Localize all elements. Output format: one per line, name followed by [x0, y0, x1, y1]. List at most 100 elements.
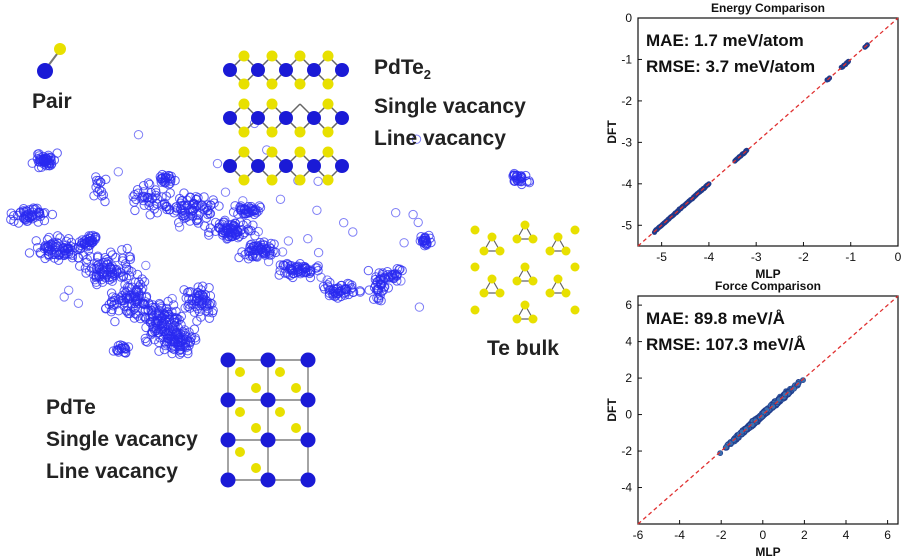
- scatter-point: [236, 205, 246, 215]
- te-atom: [238, 174, 250, 186]
- scatter-point: [413, 217, 423, 228]
- pd-atom: [300, 472, 316, 488]
- scatter-point: [271, 247, 281, 258]
- scatter-point: [101, 174, 111, 185]
- scatter-point: [151, 188, 161, 198]
- x-tick-label: -2: [716, 528, 727, 542]
- scatter-point: [137, 192, 148, 202]
- scatter-point: [420, 241, 430, 251]
- scatter-point: [263, 256, 274, 267]
- scatter-point: [35, 157, 45, 167]
- te-atom: [251, 423, 261, 433]
- scatter-point: [260, 248, 271, 258]
- te-atom: [294, 174, 306, 186]
- scatter-point: [188, 205, 198, 216]
- scatter-point: [253, 226, 263, 237]
- scatter-point: [374, 295, 384, 305]
- te-atom: [275, 367, 285, 377]
- x-tick-label: 4: [843, 528, 850, 542]
- x-tick-label: 0: [759, 528, 766, 542]
- te-atom: [512, 314, 522, 324]
- pd-atom: [220, 472, 236, 488]
- scatter-point: [121, 348, 131, 358]
- scatter-point: [218, 227, 228, 238]
- scatter-point: [202, 206, 213, 216]
- pd-atom: [223, 63, 237, 77]
- pd-atom: [251, 63, 265, 77]
- scatter-point: [383, 270, 393, 280]
- pd-atom: [251, 111, 265, 125]
- pd-atom: [220, 432, 236, 448]
- scatter-point: [198, 298, 208, 308]
- scatter-point: [91, 277, 101, 287]
- scatter-point: [145, 210, 155, 220]
- scatter-point: [147, 328, 157, 338]
- pdte-lattice: [220, 352, 316, 488]
- te-atom: [553, 232, 563, 242]
- pd-atom: [260, 392, 276, 408]
- pd-atom: [37, 63, 53, 79]
- scatter-point: [159, 344, 170, 355]
- te-atom: [470, 225, 480, 235]
- scatter-point: [44, 245, 55, 255]
- scatter-point: [96, 177, 106, 187]
- scatter-point: [121, 273, 132, 283]
- te-atom: [275, 407, 285, 417]
- y-tick-label: -1: [621, 52, 632, 66]
- metric-annotation: MAE: 89.8 meV/Å: [646, 309, 785, 328]
- data-point: [749, 421, 756, 428]
- x-tick-label: -5: [656, 250, 667, 264]
- scatter-point: [374, 275, 385, 285]
- scatter-point: [36, 162, 47, 172]
- scatter-point: [140, 296, 150, 306]
- y-tick-label: 0: [625, 11, 632, 25]
- scatter-point: [179, 188, 189, 198]
- te-atom: [266, 146, 278, 158]
- pdte2-structures: [223, 50, 349, 186]
- scatter-point: [185, 216, 195, 226]
- pd-atom: [279, 111, 293, 125]
- scatter-point: [291, 262, 301, 272]
- scatter-point: [391, 208, 401, 218]
- scatter-point: [275, 194, 286, 205]
- scatter-point: [139, 312, 150, 322]
- scatter-point: [91, 272, 102, 283]
- scatter-point: [152, 208, 163, 218]
- data-point: [717, 450, 724, 456]
- scatter-point: [142, 337, 153, 347]
- scatter-point: [122, 243, 132, 254]
- scatter-point: [254, 242, 264, 253]
- scatter-point: [121, 293, 131, 304]
- parity-line: [637, 17, 899, 247]
- scatter-point: [125, 254, 136, 264]
- scatter-point: [40, 208, 50, 218]
- scatter-point: [24, 248, 35, 258]
- scatter-point: [224, 229, 235, 239]
- te-atom: [238, 50, 250, 62]
- scatter-point: [164, 337, 174, 347]
- pd-atom: [223, 159, 237, 173]
- scatter-point: [64, 246, 74, 257]
- scatter-point: [228, 207, 239, 217]
- scatter-point: [384, 272, 394, 282]
- y-tick-label: 6: [625, 298, 632, 312]
- scatter-point: [110, 316, 120, 327]
- scatter-point: [355, 286, 365, 296]
- scatter-point: [126, 299, 137, 309]
- scatter-point: [230, 228, 240, 238]
- scatter-point: [49, 247, 59, 258]
- scatter-point: [47, 209, 58, 220]
- data-point: [738, 428, 745, 435]
- te-atom: [294, 146, 306, 158]
- te-atom: [238, 98, 250, 110]
- scatter-point: [185, 205, 195, 215]
- te-atom: [512, 234, 522, 244]
- scatter-point: [150, 185, 161, 195]
- scatter-point: [107, 276, 118, 286]
- te-atom: [266, 98, 278, 110]
- scatter-point: [248, 252, 258, 262]
- pdte-line-vacancy: Line vacancy: [46, 460, 178, 483]
- scatter-point: [9, 211, 19, 221]
- x-tick-label: -3: [751, 250, 762, 264]
- pdte-structure: [220, 352, 316, 488]
